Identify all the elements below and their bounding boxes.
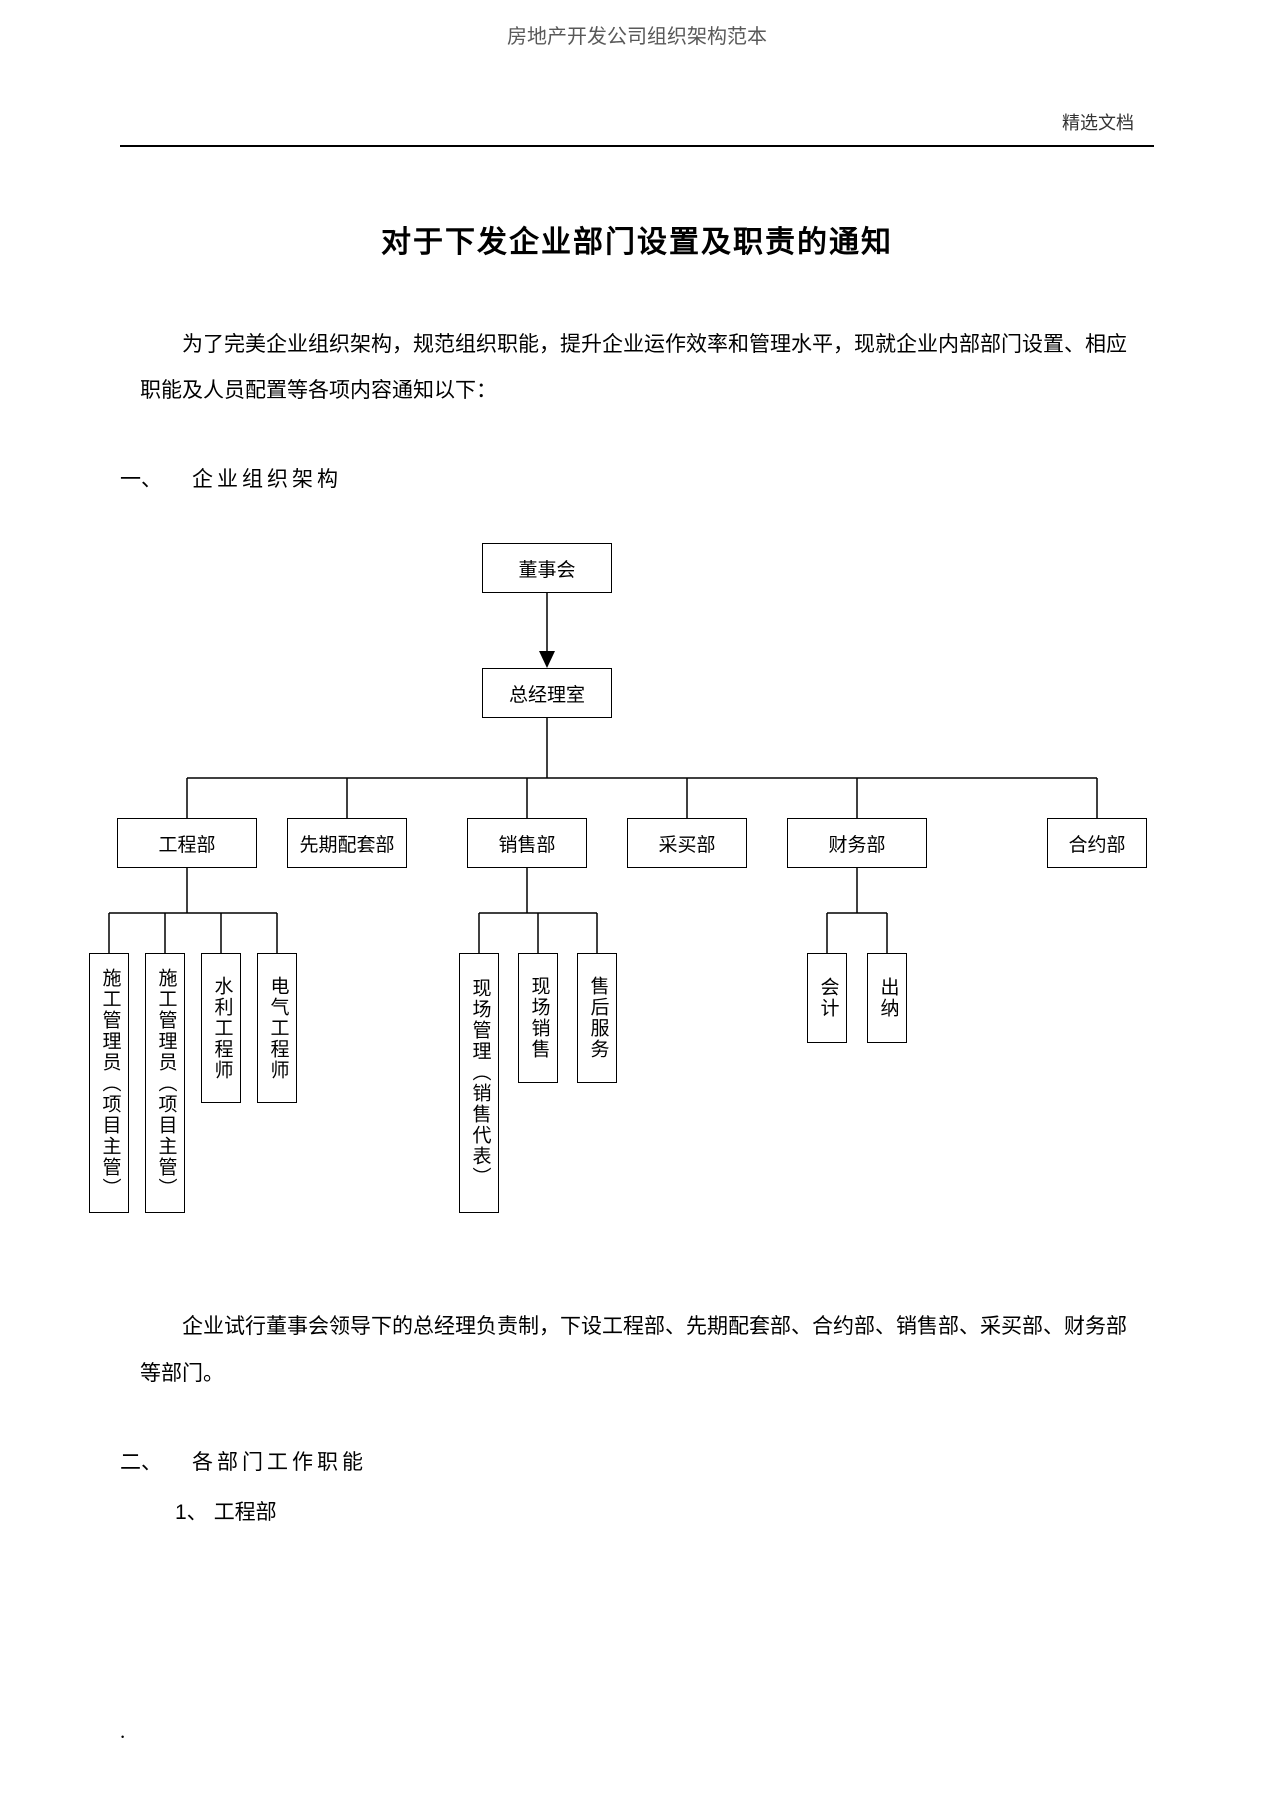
org-node-sales-child-2: 现场销售 bbox=[518, 953, 558, 1083]
header-rule bbox=[120, 145, 1154, 147]
org-node-sales-child-1: 现场管理（销售代表） bbox=[459, 953, 499, 1213]
org-node-sales-child-3: 售后服务 bbox=[577, 953, 617, 1083]
org-node-dept-contract: 合约部 bbox=[1047, 818, 1147, 868]
header-right-label: 精选文档 bbox=[0, 49, 1274, 135]
org-chart: 董事会 总经理室 工程部 先期配套部 销售部 采买部 财务部 合约部 施工管理员… bbox=[87, 543, 1187, 1243]
section-1-label: 企业组织架构 bbox=[192, 467, 342, 491]
org-node-dept-finance: 财务部 bbox=[787, 818, 927, 868]
org-chart-lines bbox=[87, 543, 1187, 1243]
org-node-eng-child-4: 电气工程师 bbox=[257, 953, 297, 1103]
section-2-heading: 二、 各部门工作职能 bbox=[120, 1446, 1274, 1476]
subsection-1-number: 1、 bbox=[175, 1501, 208, 1524]
org-node-dept-procurement: 采买部 bbox=[627, 818, 747, 868]
org-node-dept-early-support: 先期配套部 bbox=[287, 818, 407, 868]
section-2-number: 二、 bbox=[120, 1450, 162, 1474]
org-node-fin-child-2: 出纳 bbox=[867, 953, 907, 1043]
section-2-label: 各部门工作职能 bbox=[192, 1450, 367, 1474]
intro-paragraph: 为了完美企业组织架构，规范组织职能，提升企业运作效率和管理水平，现就企业内部部门… bbox=[140, 321, 1134, 413]
subsection-1-label: 工程部 bbox=[214, 1500, 277, 1524]
org-node-eng-child-2: 施工管理员（项目主管） bbox=[145, 953, 185, 1213]
subsection-1: 1、工程部 bbox=[175, 1496, 1274, 1526]
page-header-title: 房地产开发公司组织架构范本 bbox=[0, 0, 1274, 49]
org-node-gm-office: 总经理室 bbox=[482, 668, 612, 718]
org-node-dept-sales: 销售部 bbox=[467, 818, 587, 868]
org-node-fin-child-1: 会计 bbox=[807, 953, 847, 1043]
paragraph-2: 企业试行董事会领导下的总经理负责制，下设工程部、先期配套部、合约部、销售部、采买… bbox=[140, 1303, 1134, 1395]
org-node-dept-engineering: 工程部 bbox=[117, 818, 257, 868]
org-node-eng-child-1: 施工管理员（项目主管） bbox=[89, 953, 129, 1213]
section-1-heading: 一、 企业组织架构 bbox=[120, 463, 1274, 493]
org-node-board: 董事会 bbox=[482, 543, 612, 593]
section-1-number: 一、 bbox=[120, 467, 162, 491]
document-title: 对于下发企业部门设置及职责的通知 bbox=[0, 217, 1274, 261]
org-node-eng-child-3: 水利工程师 bbox=[201, 953, 241, 1103]
footer-dot: . bbox=[120, 1719, 125, 1744]
